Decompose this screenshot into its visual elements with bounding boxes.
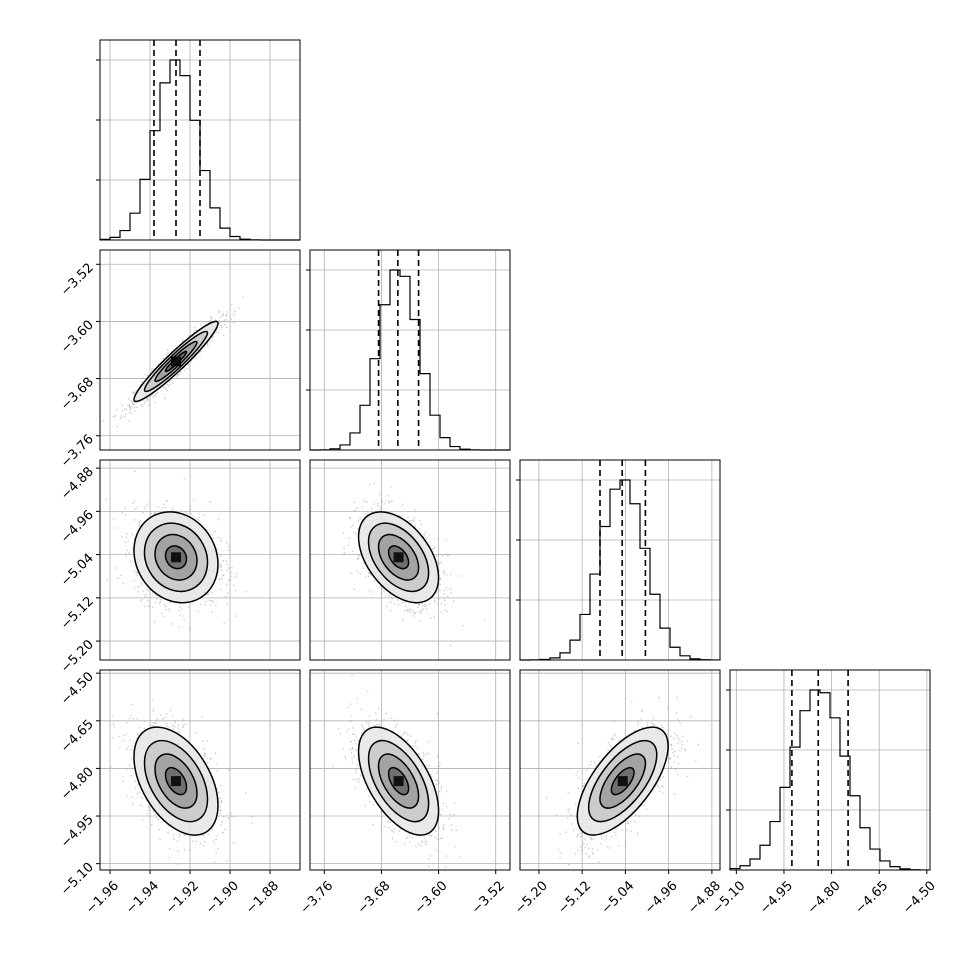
- panel-1-1: [306, 249, 511, 451]
- x-tick-label: −3.60: [412, 878, 451, 917]
- panel-frame: [729, 669, 931, 871]
- density: [105, 470, 247, 631]
- density: [102, 296, 244, 428]
- panel-frame: [519, 669, 721, 871]
- x-tick-label: −5.20: [512, 878, 551, 917]
- panel-1-0: −3.76 −3.68 −3.60 −3.52: [58, 249, 301, 471]
- contour-line: [154, 340, 198, 383]
- contour-line: [133, 511, 219, 604]
- contour-line: [154, 533, 198, 581]
- x-tick-label: −1.94: [123, 878, 162, 917]
- x-tick-label: −1.90: [203, 878, 242, 917]
- y-tick-label: −5.04: [58, 551, 97, 590]
- panel-frame: [309, 249, 511, 451]
- panel-3-0: −1.96 −1.94 −1.92 −1.90 −1.88 −5.10 −4.95 −4.80…: [58, 669, 301, 917]
- x-tick-label: −4.96: [642, 878, 681, 917]
- contour-line: [387, 545, 410, 570]
- contour-line: [367, 522, 430, 593]
- contour-line: [143, 330, 209, 393]
- peak-marker: [617, 776, 628, 787]
- x-tick-label: −4.50: [900, 878, 939, 917]
- panel-frame: [99, 669, 301, 871]
- y-tick-label: −5.20: [58, 637, 97, 676]
- contour-line: [357, 726, 440, 836]
- y-tick-label: −4.88: [58, 464, 97, 503]
- contour-line: [164, 545, 188, 570]
- x-tick-label: −1.96: [83, 878, 122, 917]
- y-tick-label: −4.96: [58, 508, 97, 547]
- y-tick-label: −3.68: [58, 375, 97, 414]
- contour-line: [154, 753, 198, 809]
- y-tick-label: −4.80: [58, 765, 97, 804]
- x-tick-label: −1.92: [163, 878, 202, 917]
- histogram-2: [519, 479, 721, 661]
- panel-2-2: [516, 459, 721, 661]
- contour-line: [377, 753, 420, 809]
- panel-3-2: −5.20 −5.12 −5.04 −4.96 −4.88: [512, 669, 724, 917]
- density: [110, 699, 253, 865]
- panel-0-0: [96, 39, 301, 241]
- y-tick-label: −4.50: [58, 669, 97, 708]
- gridlines: [310, 250, 510, 450]
- x-tick-label: −3.68: [355, 878, 394, 917]
- peak-marker: [171, 356, 181, 367]
- panel-frame: [309, 459, 511, 661]
- gridlines: [730, 670, 930, 870]
- contour-line: [367, 739, 430, 823]
- contour-line: [133, 726, 219, 836]
- panel-3-3: −5.10 −4.95 −4.80 −4.65 −4.50: [710, 669, 939, 917]
- x-tick-label: −1.88: [243, 878, 282, 917]
- contour-line: [576, 726, 669, 836]
- peak-marker: [171, 776, 181, 787]
- x-tick-label: −3.52: [469, 878, 508, 917]
- panel-2-1: [309, 459, 511, 661]
- y-tick-label: −3.60: [58, 318, 97, 357]
- x-tick-label: −5.04: [599, 878, 638, 917]
- contour-line: [599, 753, 647, 809]
- x-tick-label: −4.95: [757, 878, 796, 917]
- peak-marker: [171, 552, 181, 563]
- x-tick-label: −4.65: [852, 878, 891, 917]
- y-tick-label: −5.10: [58, 860, 97, 899]
- contour-line: [143, 739, 209, 823]
- panel-3-1: −3.76 −3.68 −3.60 −3.52: [298, 669, 511, 917]
- gridlines: [520, 460, 720, 660]
- gridlines: [100, 250, 300, 450]
- y-tick-label: −3.76: [58, 432, 97, 471]
- contour-line: [377, 533, 420, 581]
- panel-frame: [99, 249, 301, 451]
- contour-line: [587, 739, 658, 823]
- contour-line: [133, 320, 219, 403]
- contour-line: [610, 766, 635, 796]
- density: [545, 696, 699, 866]
- peak-marker: [393, 552, 404, 563]
- histogram-1: [309, 269, 510, 451]
- y-tick-label: −5.12: [58, 594, 97, 633]
- panel-2-0: −5.20 −5.12 −5.04 −4.96 −4.88: [58, 459, 301, 676]
- panel-frame: [519, 459, 721, 661]
- peak-marker: [393, 776, 404, 787]
- density: [342, 483, 486, 646]
- density: [332, 674, 461, 868]
- contour-line: [164, 766, 188, 796]
- x-tick-label: −5.12: [555, 878, 594, 917]
- contour-line: [164, 350, 188, 373]
- contour-line: [143, 522, 209, 593]
- y-tick-label: −4.65: [58, 717, 97, 756]
- y-tick-label: −3.52: [58, 261, 97, 300]
- contour-line: [387, 766, 410, 796]
- y-tick-label: −4.95: [58, 812, 97, 851]
- x-tick-label: −3.76: [298, 878, 337, 917]
- x-tick-label: −4.80: [805, 878, 844, 917]
- panel-frame: [99, 39, 301, 241]
- histogram-3: [729, 689, 931, 871]
- panel-frame: [99, 459, 301, 661]
- contour-line: [357, 511, 440, 604]
- panel-frame: [309, 669, 511, 871]
